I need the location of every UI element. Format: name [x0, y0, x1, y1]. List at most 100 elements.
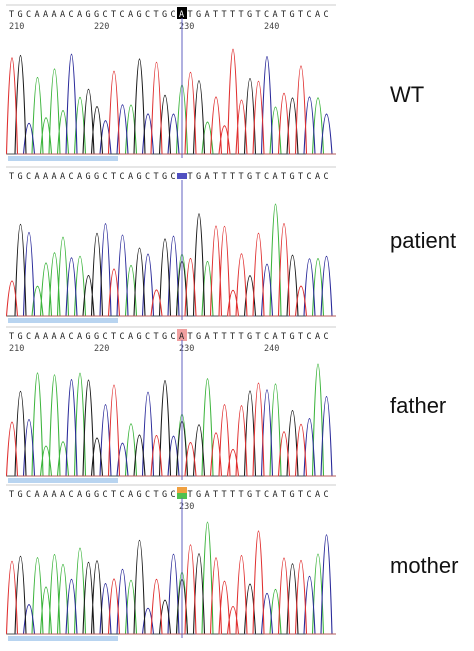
- base-letter: C: [103, 172, 108, 182]
- label-patient: patient: [390, 228, 457, 253]
- position-number: 220: [94, 22, 109, 32]
- base-letter: T: [222, 10, 227, 20]
- highlight-box-secondary: [177, 487, 187, 493]
- base-letter: A: [77, 490, 82, 500]
- base-letter: T: [298, 172, 303, 182]
- position-number: 210: [9, 344, 24, 354]
- base-letter: C: [171, 490, 176, 500]
- trace-T: [6, 382, 336, 477]
- base-letter: C: [103, 490, 108, 500]
- chromatogram-father: T G C A A A A C A G G C T C A G C T G C A T G A T T T T G T C A T G T C A C21…: [6, 326, 336, 483]
- base-letter: C: [26, 490, 31, 500]
- scroll-strip: [8, 156, 118, 161]
- base-letter: A: [43, 332, 48, 342]
- base-letter: A: [35, 332, 40, 342]
- trace-G: [6, 539, 336, 635]
- base-letter: A: [77, 10, 82, 20]
- base-letter: A: [179, 332, 184, 342]
- trace-T: [6, 530, 336, 635]
- base-letter: A: [273, 172, 278, 182]
- position-number: 230: [179, 502, 194, 512]
- base-letter: G: [196, 332, 201, 342]
- base-letter: C: [324, 10, 329, 20]
- base-letter: G: [162, 10, 167, 20]
- highlight-box: [177, 173, 187, 179]
- base-letter: G: [290, 10, 295, 20]
- base-letter: T: [188, 332, 193, 342]
- base-letter: T: [230, 10, 235, 20]
- base-letter: C: [171, 332, 176, 342]
- base-letter: G: [247, 172, 252, 182]
- base-letter: C: [264, 172, 269, 182]
- trace-C: [6, 534, 336, 635]
- base-letter: A: [205, 332, 210, 342]
- base-letter: T: [188, 490, 193, 500]
- base-letter: A: [52, 10, 57, 20]
- trace-A: [6, 203, 336, 317]
- label-mother: mother: [390, 553, 459, 578]
- trace-G: [6, 213, 336, 317]
- base-letter: C: [69, 332, 74, 342]
- base-letter: T: [281, 490, 286, 500]
- base-letter: G: [162, 490, 167, 500]
- base-letter: G: [86, 332, 91, 342]
- base-letter: A: [43, 490, 48, 500]
- base-letter: C: [324, 172, 329, 182]
- base-letter: G: [247, 332, 252, 342]
- base-letter: T: [298, 490, 303, 500]
- base-letter: C: [307, 172, 312, 182]
- trace-A: [6, 363, 336, 477]
- base-letter: A: [273, 490, 278, 500]
- base-letter: T: [9, 172, 14, 182]
- base-letter: C: [171, 172, 176, 182]
- base-letter: C: [120, 172, 125, 182]
- base-letter: G: [247, 490, 252, 500]
- base-letter: T: [281, 172, 286, 182]
- base-letter: G: [94, 10, 99, 20]
- base-letter: C: [26, 172, 31, 182]
- base-letter: T: [256, 10, 261, 20]
- base-letter: C: [171, 10, 176, 20]
- base-letter: A: [35, 172, 40, 182]
- base-letter: G: [18, 332, 23, 342]
- base-letter: T: [256, 332, 261, 342]
- trace-C: [6, 53, 336, 155]
- base-letter: C: [69, 490, 74, 500]
- base-letter: C: [307, 332, 312, 342]
- trace-C: [6, 379, 336, 477]
- base-letter: C: [120, 10, 125, 20]
- panel-mother: T G C A A A A C A G G C T C A G C T G C T G A T T T T G T C A T G T C A C 230: [6, 484, 336, 642]
- base-letter: A: [128, 172, 133, 182]
- base-letter: T: [111, 332, 116, 342]
- base-letter: G: [86, 490, 91, 500]
- base-letter: G: [137, 10, 142, 20]
- base-letter: A: [128, 332, 133, 342]
- base-letter: A: [77, 172, 82, 182]
- base-letter: T: [222, 172, 227, 182]
- panel-wt: T G C A A A A C A G G C T C A G C T G C A T G A T T T T G T C A T G T C A C 21…: [6, 4, 336, 162]
- base-letter: G: [137, 490, 142, 500]
- base-letter: C: [307, 490, 312, 500]
- base-letter: C: [120, 332, 125, 342]
- base-letter: T: [213, 332, 218, 342]
- highlight-box: [177, 493, 187, 499]
- base-letter: T: [9, 490, 14, 500]
- base-letter: C: [264, 10, 269, 20]
- base-letter: T: [230, 332, 235, 342]
- base-letter: T: [256, 490, 261, 500]
- base-letter: A: [35, 490, 40, 500]
- base-letter: G: [94, 172, 99, 182]
- base-letter: A: [205, 10, 210, 20]
- base-letter: T: [213, 490, 218, 500]
- base-letter: G: [196, 490, 201, 500]
- base-letter: C: [145, 172, 150, 182]
- base-letter: G: [290, 172, 295, 182]
- base-letter: C: [264, 490, 269, 500]
- base-letter: C: [324, 490, 329, 500]
- base-letter: G: [86, 10, 91, 20]
- base-letter: A: [60, 172, 65, 182]
- base-letter: A: [60, 490, 65, 500]
- base-letter: A: [60, 332, 65, 342]
- base-letter: T: [154, 172, 159, 182]
